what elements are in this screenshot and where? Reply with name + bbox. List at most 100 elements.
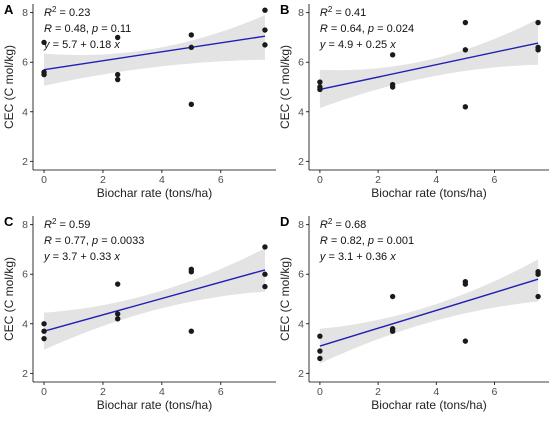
data-point <box>114 71 121 78</box>
x-tick-label: 4 <box>433 174 439 186</box>
x-axis-label: Biochar rate (tons/ha) <box>97 186 212 200</box>
panel-a: 2 4 6 8 0 2 4 6 Biochar rate (tons/ha) CEC (C mol… <box>2 2 276 200</box>
confidence-band <box>319 259 539 364</box>
data-point <box>41 71 47 78</box>
x-axis-label: Biochar rate (tons/ha) <box>371 398 486 412</box>
confidence-band <box>44 15 265 86</box>
y-axis-label: CEC (C mol/kg) <box>2 45 16 129</box>
y-tick-label: 2 <box>22 156 28 168</box>
data-point <box>188 44 195 51</box>
data-point <box>262 244 268 250</box>
data-point <box>114 311 121 317</box>
data-point <box>462 19 469 26</box>
data-point <box>535 271 541 277</box>
x-tick-label: 2 <box>375 174 381 186</box>
stat-annotation: R2 = 0.59 <box>44 217 90 232</box>
data-point <box>188 101 195 108</box>
data-point <box>462 281 469 287</box>
x-tick-label: 4 <box>159 386 165 398</box>
data-point <box>317 333 323 339</box>
data-point <box>317 355 323 362</box>
x-tick-label: 2 <box>100 386 106 398</box>
y-axis-label: CEC (C mol/kg) <box>2 257 16 341</box>
x-tick-label: 6 <box>218 174 224 186</box>
panel-b: 2 4 6 8 0 2 4 6 Biochar rate (tons/ha) CEC (C mol… <box>278 2 549 200</box>
y-tick-label: 8 <box>22 7 28 19</box>
data-point <box>462 104 469 110</box>
x-axis-label: Biochar rate (tons/ha) <box>97 398 212 412</box>
x-tick-label: 2 <box>100 174 106 186</box>
x-tick-label: 6 <box>492 386 498 398</box>
stat-annotation: R = 0.64, p = 0.024 <box>320 23 414 35</box>
y-tick-label: 8 <box>22 219 28 231</box>
x-tick-label: 6 <box>492 174 498 186</box>
x-tick-label: 0 <box>41 174 47 186</box>
y-tick-label: 8 <box>298 7 304 19</box>
x-tick-label: 2 <box>375 386 381 398</box>
panel-letter: D <box>280 214 289 229</box>
data-point <box>41 328 47 334</box>
data-point <box>317 86 323 93</box>
panel-c: 2 4 6 8 0 2 4 6 Biochar rate (tons/ha) CEC (C mol… <box>2 214 276 412</box>
x-tick-label: 0 <box>41 386 47 398</box>
data-point <box>114 316 121 322</box>
y-tick-label: 4 <box>298 318 304 330</box>
stat-annotation: R = 0.82, p = 0.001 <box>320 235 414 247</box>
data-point <box>389 293 396 300</box>
stat-annotation: R2 = 0.41 <box>320 5 366 20</box>
x-tick-label: 0 <box>317 174 323 186</box>
data-point <box>188 32 195 38</box>
data-point <box>262 7 268 13</box>
data-point <box>114 34 121 41</box>
stat-annotation: y = 4.9 + 0.25 x <box>319 39 396 51</box>
panel-letter: C <box>4 214 14 229</box>
stat-annotation: y = 5.7 + 0.18 x <box>43 39 120 51</box>
x-tick-label: 4 <box>159 174 165 186</box>
stat-annotation: y = 3.7 + 0.33 x <box>43 251 120 263</box>
panel-letter: B <box>280 2 289 17</box>
y-tick-label: 8 <box>298 219 304 231</box>
data-point <box>535 47 541 53</box>
data-point <box>188 269 195 275</box>
y-tick-label: 6 <box>298 269 304 281</box>
x-tick-label: 6 <box>218 386 224 398</box>
data-point <box>389 328 396 334</box>
data-point <box>188 328 195 334</box>
x-tick-label: 0 <box>317 386 323 398</box>
stat-annotation: y = 3.1 + 0.36 x <box>319 251 396 263</box>
y-tick-label: 2 <box>22 368 28 380</box>
x-tick-label: 4 <box>433 386 439 398</box>
data-point <box>462 338 469 344</box>
y-axis-label: CEC (C mol/kg) <box>278 45 292 129</box>
confidence-band <box>319 18 539 109</box>
stat-annotation: R = 0.48, p = 0.11 <box>44 23 131 35</box>
data-point <box>535 19 541 26</box>
data-point <box>41 321 47 327</box>
y-axis-label: CEC (C mol/kg) <box>278 257 292 341</box>
regression-line <box>319 42 539 91</box>
regression-line <box>43 269 266 332</box>
y-tick-label: 6 <box>298 57 304 69</box>
data-point <box>262 27 268 33</box>
data-point <box>114 76 121 83</box>
regression-line <box>319 278 539 347</box>
y-tick-label: 4 <box>298 106 304 118</box>
y-tick-label: 6 <box>22 57 28 69</box>
y-tick-label: 6 <box>22 269 28 281</box>
data-point <box>41 335 47 342</box>
x-axis-label: Biochar rate (tons/ha) <box>371 186 486 200</box>
data-point <box>389 84 396 90</box>
stat-annotation: R2 = 0.68 <box>320 217 366 232</box>
panel-letter: A <box>4 2 14 17</box>
stat-annotation: R = 0.77, p = 0.0033 <box>44 235 144 247</box>
data-point <box>317 348 323 354</box>
y-tick-label: 4 <box>22 106 28 118</box>
data-point <box>262 42 268 48</box>
y-tick-label: 4 <box>22 318 28 330</box>
data-point <box>114 281 121 287</box>
stat-annotation: R2 = 0.23 <box>44 5 90 20</box>
data-point <box>41 39 47 46</box>
data-point <box>462 47 469 53</box>
data-point <box>389 52 396 58</box>
